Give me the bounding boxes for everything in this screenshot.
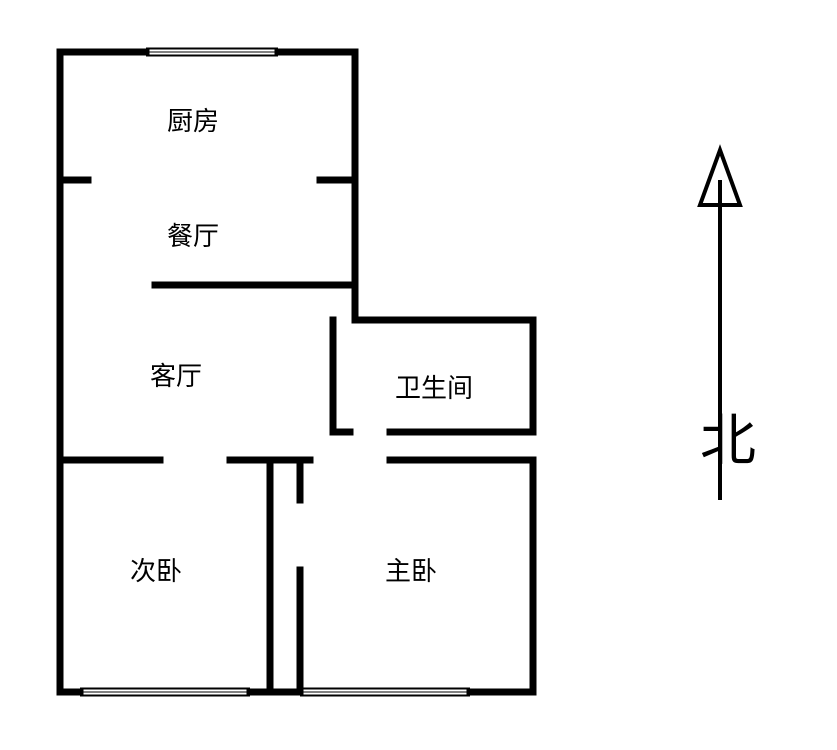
windows [80, 49, 470, 696]
label-second-bedroom: 次卧 [130, 557, 182, 586]
label-kitchen: 厨房 [167, 107, 219, 136]
label-dining: 餐厅 [167, 222, 219, 251]
north-label: 北 [700, 411, 756, 473]
label-living: 客厅 [150, 362, 202, 391]
floor-plan: 厨房 餐厅 客厅 卫生间 次卧 主卧 北 [0, 0, 837, 750]
label-bathroom: 卫生间 [395, 374, 473, 403]
north-indicator: 北 [700, 150, 756, 500]
walls [60, 52, 533, 692]
label-master-bedroom: 主卧 [385, 557, 437, 586]
